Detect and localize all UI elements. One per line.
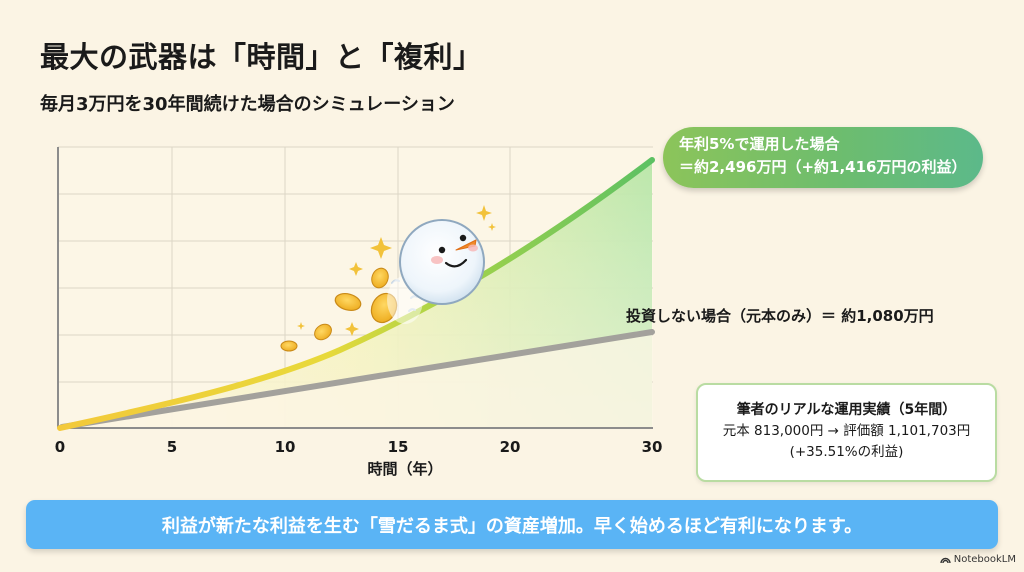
author-results-card: 筆者のリアルな運用実績（5年間） 元本 813,000円 → 評価額 1,101… — [696, 383, 997, 482]
summary-banner: 利益が新たな利益を生む「雪だるま式」の資産増加。早く始めるほど有利になります。 — [26, 500, 998, 549]
x-tick-30: 30 — [641, 438, 663, 456]
principal-only-line — [59, 329, 655, 430]
notebooklm-logo-icon — [940, 557, 951, 564]
watermark-text: NotebookLM — [953, 554, 1016, 565]
x-tick-5: 5 — [166, 438, 178, 456]
notebooklm-watermark: NotebookLM — [940, 554, 1016, 565]
summary-banner-text: 利益が新たな利益を生む「雪だるま式」の資産増加。早く始めるほど有利になります。 — [161, 515, 863, 537]
page-subtitle: 毎月3万円を30年間続けた場合のシミュレーション — [40, 94, 455, 115]
author-results-gain: (+35.51%の利益) — [789, 444, 904, 460]
compound-result-line2: ＝約2,496万円（+約1,416万円の利益） — [679, 158, 967, 176]
x-tick-10: 10 — [274, 438, 296, 456]
compound-result-line1: 年利5%で運用した場合 — [679, 135, 840, 153]
x-tick-0: 0 — [54, 438, 66, 456]
author-results-title: 筆者のリアルな運用実績（5年間） — [736, 402, 957, 418]
page-title: 最大の武器は「時間」と「複利」 — [40, 40, 483, 74]
x-tick-20: 20 — [499, 438, 521, 456]
compound-growth-line — [57, 157, 655, 431]
author-results-values: 元本 813,000円 → 評価額 1,101,703円 — [722, 423, 971, 439]
principal-only-label: 投資しない場合（元本のみ）＝ 約1,080万円 — [626, 307, 934, 325]
snowball-character-icon — [399, 219, 485, 305]
compound-result-bubble: 年利5%で運用した場合 ＝約2,496万円（+約1,416万円の利益） — [663, 127, 983, 188]
x-tick-15: 15 — [387, 438, 409, 456]
sparkle-icons — [297, 205, 496, 336]
x-axis-label: 時間（年） — [367, 460, 443, 478]
